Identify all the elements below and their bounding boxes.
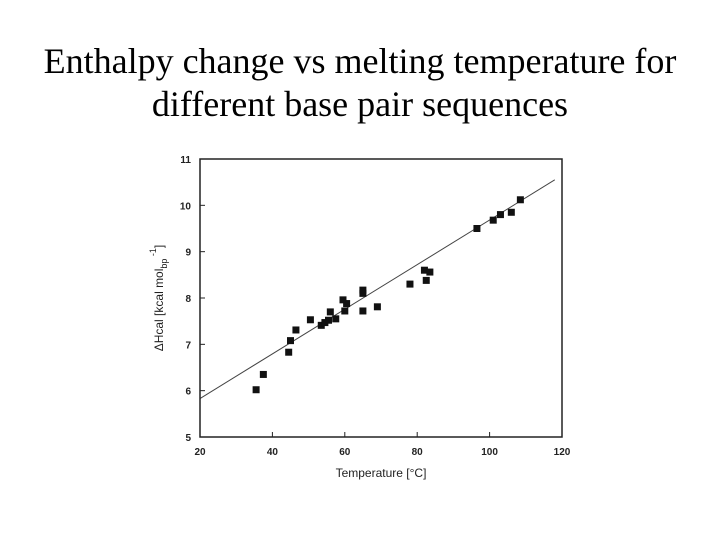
data-point	[306, 316, 314, 324]
data-point	[420, 266, 428, 274]
data-point	[406, 280, 414, 288]
y-tick-label: 6	[185, 387, 191, 398]
data-point	[325, 316, 333, 324]
data-point	[373, 303, 381, 311]
data-point	[339, 296, 347, 304]
data-point	[516, 196, 524, 204]
y-tick-label: 9	[185, 248, 191, 259]
data-point	[332, 315, 340, 323]
data-point	[285, 348, 293, 356]
y-axis-label: ΔHcal [kcal molbp -1]	[148, 245, 169, 352]
x-tick-label: 100	[481, 447, 498, 458]
data-point	[507, 208, 515, 216]
x-tick-label: 80	[412, 447, 424, 458]
y-tick-label: 11	[180, 155, 191, 166]
data-point	[359, 307, 367, 315]
data-point	[326, 308, 334, 316]
slide-title-line-1: Enthalpy change vs melting temperature f…	[43, 41, 677, 81]
data-point	[496, 211, 504, 219]
regression-line	[199, 179, 556, 399]
x-tick-label: 120	[554, 447, 571, 458]
data-point	[473, 225, 481, 232]
x-tick-label: 40	[267, 447, 279, 458]
slide-title: Enthalpy change vs melting temperature f…	[0, 40, 720, 126]
y-tick-label: 5	[185, 433, 191, 444]
x-axis-label: Temperature [°C]	[336, 466, 427, 480]
data-point	[252, 386, 260, 394]
data-point	[292, 326, 300, 334]
plot-frame	[199, 158, 563, 438]
y-tick-label: 8	[185, 294, 191, 305]
data-point	[317, 321, 325, 329]
y-tick-label: 7	[185, 340, 191, 351]
slide-title-line-2: different base pair sequences	[151, 84, 569, 124]
data-point	[287, 337, 294, 345]
x-tick-label: 60	[339, 447, 351, 458]
data-point	[359, 286, 367, 294]
data-point	[259, 370, 267, 378]
data-point	[422, 276, 430, 284]
data-point	[321, 319, 329, 327]
data-point	[426, 268, 434, 276]
data-point	[343, 300, 351, 308]
x-tick-label: 20	[194, 447, 206, 458]
y-tick-label: 10	[180, 201, 192, 212]
data-point	[489, 216, 497, 224]
data-point	[341, 307, 349, 315]
